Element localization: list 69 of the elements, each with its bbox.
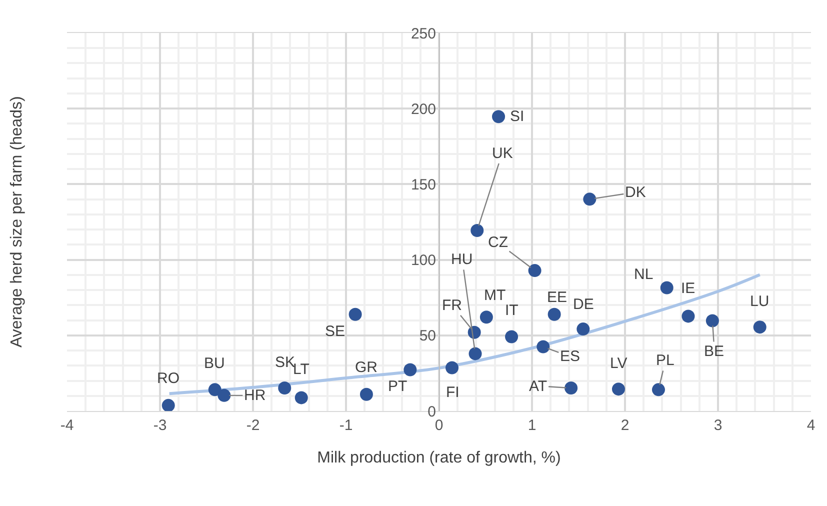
point bbox=[583, 192, 596, 206]
annotation: NL bbox=[634, 266, 654, 283]
x-tick-label: 4 bbox=[806, 417, 816, 434]
annotation: IE bbox=[681, 280, 696, 297]
point bbox=[536, 340, 550, 354]
annotation: ES bbox=[560, 348, 580, 365]
point bbox=[278, 382, 292, 395]
point bbox=[404, 363, 417, 376]
point bbox=[706, 314, 719, 328]
point bbox=[360, 388, 373, 401]
point bbox=[446, 361, 459, 374]
point bbox=[528, 264, 542, 278]
x-tick-label: -4 bbox=[60, 417, 74, 434]
y-tick-label: 200 bbox=[410, 100, 436, 118]
annotation: SE bbox=[325, 323, 346, 340]
annotation: FI bbox=[446, 384, 460, 401]
point bbox=[470, 224, 484, 237]
x-axis-title: Milk production (rate of growth, %) bbox=[317, 450, 561, 467]
point bbox=[564, 382, 578, 395]
annotation: UK bbox=[492, 145, 513, 162]
point bbox=[294, 391, 308, 404]
annotation: BU bbox=[204, 355, 225, 372]
point bbox=[682, 310, 695, 323]
annotation: AT bbox=[529, 378, 548, 395]
annotation: SI bbox=[510, 108, 524, 125]
point bbox=[576, 322, 590, 336]
annotation: LV bbox=[610, 355, 628, 372]
annotation: DE bbox=[573, 296, 594, 313]
annotation: LU bbox=[750, 293, 770, 310]
point bbox=[208, 383, 222, 396]
x-tick-label: 2 bbox=[620, 417, 630, 434]
point bbox=[652, 383, 665, 396]
y-tick-label: 0 bbox=[428, 403, 436, 420]
x-tick-label: -3 bbox=[153, 417, 167, 434]
point bbox=[505, 330, 518, 344]
x-tick-label: 3 bbox=[714, 417, 722, 434]
point bbox=[480, 310, 493, 324]
y-tick-label: 150 bbox=[410, 176, 436, 194]
point bbox=[468, 347, 482, 360]
x-tick-label: -2 bbox=[246, 417, 260, 434]
point bbox=[492, 110, 506, 124]
annotation: FR bbox=[442, 297, 462, 314]
x-tick-label: 1 bbox=[528, 417, 536, 434]
annotation: PT bbox=[388, 378, 408, 395]
point bbox=[612, 382, 625, 396]
point bbox=[218, 388, 231, 402]
y-tick-label: 100 bbox=[410, 252, 436, 270]
point bbox=[548, 308, 561, 321]
annotation: PL bbox=[656, 352, 674, 369]
annotation: DK bbox=[625, 184, 646, 201]
annotation: MT bbox=[484, 287, 506, 304]
x-tick-label: -1 bbox=[339, 417, 353, 434]
annotation: SK bbox=[275, 354, 296, 371]
point bbox=[660, 281, 674, 294]
annotation: RO bbox=[157, 370, 180, 387]
annotation: HU bbox=[451, 251, 473, 268]
annotation: BE bbox=[704, 343, 724, 360]
point bbox=[162, 398, 175, 412]
annotation: CZ bbox=[488, 234, 508, 251]
y-tick-label: 250 bbox=[410, 25, 436, 42]
annotation: LT bbox=[293, 361, 310, 378]
y-axis-title: Average herd size per farm (heads) bbox=[8, 96, 26, 348]
annotation: IT bbox=[505, 302, 518, 319]
annotation: EE bbox=[547, 289, 568, 306]
annotation: GR bbox=[355, 359, 378, 376]
y-tick-label: 50 bbox=[419, 328, 436, 345]
annotation: HR bbox=[244, 387, 266, 404]
point bbox=[753, 320, 766, 334]
point bbox=[348, 308, 362, 321]
